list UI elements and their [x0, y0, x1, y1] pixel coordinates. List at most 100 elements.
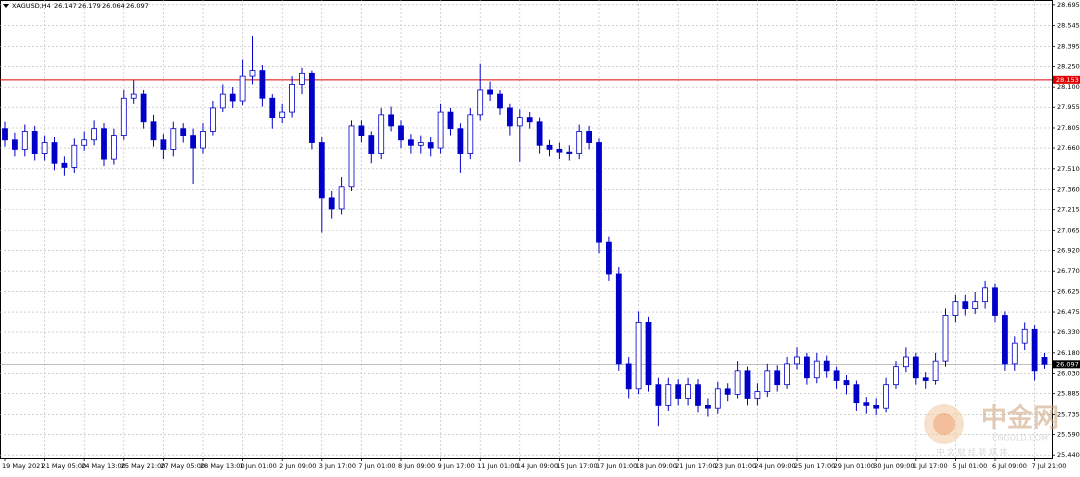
- candle-body: [804, 356, 810, 379]
- x-tick-label: 11 Jun 01:00: [477, 462, 518, 470]
- candle-body: [348, 125, 355, 188]
- candle-body: [368, 135, 375, 154]
- candle-body: [625, 363, 632, 390]
- candle-body: [269, 97, 276, 119]
- candle-body: [229, 93, 236, 102]
- candle-body: [388, 114, 395, 127]
- candle-body: [467, 114, 474, 154]
- x-tick-label: 15 Jun 17:00: [556, 462, 597, 470]
- candle-body: [972, 301, 979, 309]
- candle-body: [586, 131, 592, 143]
- candle-body: [457, 128, 464, 154]
- x-tick-label: 5 Jul 01:00: [952, 462, 987, 470]
- x-tick-label: 21 Jun 17:00: [675, 462, 716, 470]
- candle-body: [71, 144, 78, 168]
- candle-body: [962, 301, 969, 309]
- candle-body: [685, 384, 691, 399]
- candle-body: [487, 89, 494, 95]
- x-tick-label: 24 Jun 09:00: [754, 462, 795, 470]
- candle-body: [200, 131, 206, 149]
- candle-body: [922, 377, 929, 381]
- candle-body: [714, 388, 721, 409]
- y-tick-label: 27.065: [1057, 226, 1080, 234]
- candle-body: [239, 75, 246, 102]
- candle-body: [279, 111, 286, 119]
- candle-body: [259, 70, 266, 99]
- y-tick-label: 25.590: [1057, 430, 1080, 438]
- candle-body: [427, 142, 434, 149]
- watermark-name: 中金网: [981, 403, 1059, 434]
- candle-body: [873, 405, 880, 409]
- candle-body: [526, 117, 533, 123]
- candle-body: [754, 391, 761, 399]
- x-tick-label: 6 Jul 09:00: [992, 462, 1027, 470]
- candle-body: [308, 72, 315, 143]
- candle-body: [635, 321, 642, 390]
- candle-body: [883, 384, 889, 409]
- candle-body: [477, 89, 484, 116]
- candle-body: [51, 142, 58, 164]
- y-tick-label: 28.100: [1057, 83, 1080, 91]
- candle-body: [774, 370, 781, 386]
- candle-body: [863, 402, 870, 406]
- x-tick-label: 29 Jun 01:00: [834, 462, 875, 470]
- candle-body: [655, 384, 662, 406]
- header-ohlc: 26.064: [102, 2, 125, 10]
- x-tick-label: 1 Jun 01:00: [240, 462, 277, 470]
- candle-body: [705, 405, 711, 409]
- candle-body: [1041, 357, 1048, 365]
- candle-body: [744, 370, 751, 399]
- candle-body: [893, 366, 899, 386]
- candle-body: [843, 380, 850, 386]
- candle-body: [120, 97, 127, 137]
- candle-body: [952, 301, 959, 316]
- candle-body: [1011, 342, 1018, 365]
- candle-body: [219, 93, 226, 109]
- x-tick-label: 24 May 13:00: [81, 462, 126, 470]
- price-label-bg: [1053, 360, 1080, 369]
- candle-body: [497, 93, 503, 109]
- y-tick-label: 26.180: [1057, 349, 1080, 357]
- header-ohlc: 26.147: [54, 2, 77, 10]
- candle-body: [536, 121, 543, 146]
- header-ohlc: 26.097: [126, 2, 149, 10]
- x-tick-label: 7 Jun 01:00: [358, 462, 395, 470]
- watermark-site: CNGOLD.COM: [992, 434, 1048, 443]
- y-tick-label: 26.770: [1057, 267, 1080, 275]
- symbol: XAGUSD,H4: [12, 2, 51, 10]
- candle-body: [289, 84, 296, 113]
- candle-body: [41, 142, 48, 154]
- x-tick-label: 27 May 05:00: [160, 462, 205, 470]
- candle-body: [813, 360, 820, 379]
- candle-body: [596, 142, 602, 243]
- candle-body: [398, 125, 404, 141]
- candle-body: [91, 128, 97, 141]
- candle-body: [328, 197, 335, 210]
- candle-body: [31, 131, 38, 154]
- candle-body: [912, 356, 919, 379]
- y-tick-label: 26.475: [1057, 308, 1080, 316]
- candle-body: [556, 149, 563, 153]
- y-tick-label: 28.695: [1057, 1, 1080, 9]
- candle-body: [21, 131, 28, 150]
- candle-body: [932, 360, 939, 381]
- candle-body: [665, 384, 672, 406]
- x-tick-label: 1 Jul 17:00: [913, 462, 948, 470]
- candle-body: [566, 151, 573, 154]
- candle-body: [853, 384, 860, 404]
- candle-body: [942, 315, 949, 362]
- x-tick-label: 28 May 13:00: [200, 462, 245, 470]
- y-tick-label: 27.660: [1057, 144, 1080, 152]
- y-tick-label: 26.920: [1057, 246, 1080, 254]
- candle-body: [81, 139, 88, 146]
- candle-body: [417, 142, 424, 146]
- candle-body: [1031, 328, 1038, 372]
- y-tick-label: 25.885: [1057, 390, 1080, 398]
- x-tick-label: 25 May 21:00: [121, 462, 166, 470]
- candle-body: [734, 370, 741, 395]
- x-tick-label: 21 May 05:00: [42, 462, 87, 470]
- candle-body: [506, 107, 513, 127]
- candle-body: [903, 356, 909, 368]
- header-ohlc: 26.179: [78, 2, 101, 10]
- x-tick-label: 18 Jun 09:00: [636, 462, 677, 470]
